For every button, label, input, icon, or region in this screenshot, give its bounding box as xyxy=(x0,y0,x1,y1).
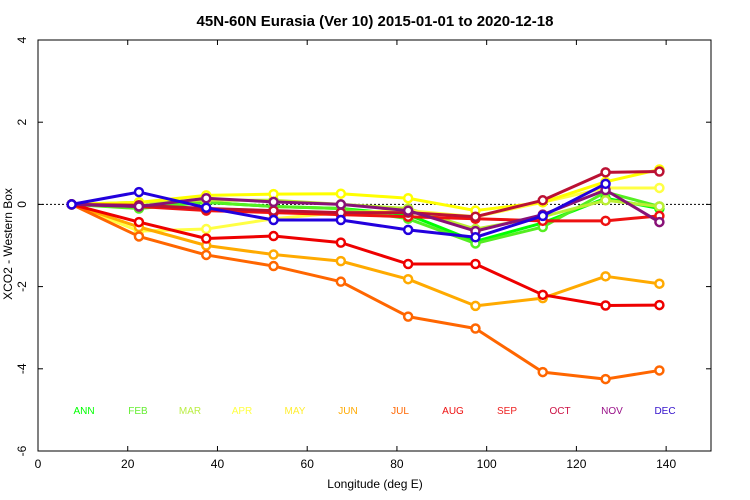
data-point xyxy=(201,249,212,261)
legend-item-apr: APR xyxy=(232,406,253,417)
data-point xyxy=(537,210,548,222)
data-point xyxy=(470,258,481,270)
data-point xyxy=(335,214,347,226)
series-dec xyxy=(66,178,611,243)
data-point xyxy=(335,199,347,210)
data-point xyxy=(654,166,665,177)
x-tick-label: 120 xyxy=(566,457,586,471)
legend-item-nov: NOV xyxy=(601,406,623,417)
legend-item-may: MAY xyxy=(285,406,306,417)
data-point xyxy=(402,192,414,204)
data-point xyxy=(268,260,279,272)
data-point xyxy=(402,258,414,270)
legend-item-dec: DEC xyxy=(654,406,675,417)
data-point xyxy=(537,366,548,378)
x-tick-label: 100 xyxy=(477,457,497,471)
data-point xyxy=(402,224,414,236)
y-tick-label: -6 xyxy=(15,445,29,456)
legend-item-mar: MAR xyxy=(179,406,201,417)
data-point xyxy=(402,273,414,285)
data-point xyxy=(133,186,145,198)
x-tick-label: 140 xyxy=(656,457,676,471)
data-point xyxy=(600,215,611,227)
series-line xyxy=(71,202,660,308)
legend: ANN FEB MAR APR MAY JUN JUL AUG SEP OCT NOV DEC xyxy=(73,406,675,417)
data-point xyxy=(201,233,212,244)
legend-item-jun: JUN xyxy=(338,406,357,417)
data-point xyxy=(402,205,414,216)
data-point xyxy=(268,249,279,260)
data-point xyxy=(470,323,481,334)
legend-item-ann: ANN xyxy=(73,406,94,417)
series-line xyxy=(71,202,660,308)
data-point xyxy=(133,201,145,212)
series-line xyxy=(71,188,661,233)
data-point xyxy=(600,373,611,385)
data-point xyxy=(133,231,145,242)
y-tick-label: 4 xyxy=(15,36,29,43)
legend-item-feb: FEB xyxy=(128,406,148,417)
data-point xyxy=(600,271,611,282)
data-point xyxy=(537,289,548,301)
plot-frame xyxy=(37,39,712,452)
x-tick-label: 20 xyxy=(121,457,135,471)
x-tick-label: 0 xyxy=(35,457,42,471)
data-point xyxy=(335,276,347,287)
data-point xyxy=(268,214,279,226)
data-point xyxy=(537,195,548,206)
data-point xyxy=(470,300,481,312)
series-jun xyxy=(66,199,665,312)
data-point xyxy=(66,199,77,210)
x-tick-label: 80 xyxy=(390,457,404,471)
data-point xyxy=(335,188,347,199)
x-tick-label: 60 xyxy=(301,457,315,471)
data-point xyxy=(600,300,611,311)
data-point xyxy=(402,311,414,322)
series-line xyxy=(71,202,660,223)
series-line xyxy=(71,170,660,219)
x-axis-label: Longitude (deg E) xyxy=(327,477,422,491)
y-tick-label: 2 xyxy=(15,119,29,126)
chart-title: 45N-60N Eurasia (Ver 10) 2015-01-01 to 2… xyxy=(197,13,554,30)
x-tick-label: 40 xyxy=(211,457,225,471)
data-point xyxy=(654,201,665,212)
series-jul xyxy=(66,199,665,385)
data-point xyxy=(201,202,212,213)
legend-item-jul: JUL xyxy=(391,406,409,417)
legend-item-oct: OCT xyxy=(549,406,570,417)
data-point xyxy=(268,196,279,208)
data-point xyxy=(335,237,347,248)
y-axis-label: XCO2 - Western Box xyxy=(1,188,15,300)
y-tick-label: -2 xyxy=(15,281,29,292)
data-point xyxy=(268,230,279,242)
series-line xyxy=(71,203,660,381)
data-point xyxy=(600,178,611,190)
axis-ticks: 0 20 40 60 80 100 120 140 -6 -4 -2 0 2 4 xyxy=(15,36,711,471)
data-point xyxy=(268,205,279,216)
data-point xyxy=(654,216,665,228)
data-point xyxy=(654,278,665,289)
data-point xyxy=(470,232,481,243)
data-point xyxy=(133,216,145,228)
data-point xyxy=(654,299,665,311)
data-point xyxy=(335,255,347,267)
data-point xyxy=(600,195,611,206)
y-tick-label: 0 xyxy=(15,201,29,208)
data-point xyxy=(654,365,665,376)
legend-item-sep: SEP xyxy=(497,406,517,417)
data-point xyxy=(600,167,611,178)
data-point xyxy=(654,182,665,194)
data-point xyxy=(470,211,481,222)
legend-item-aug: AUG xyxy=(442,406,464,417)
data-point xyxy=(201,192,212,204)
y-tick-label: -4 xyxy=(15,363,29,374)
data-point xyxy=(201,223,212,235)
series-group xyxy=(66,164,665,385)
